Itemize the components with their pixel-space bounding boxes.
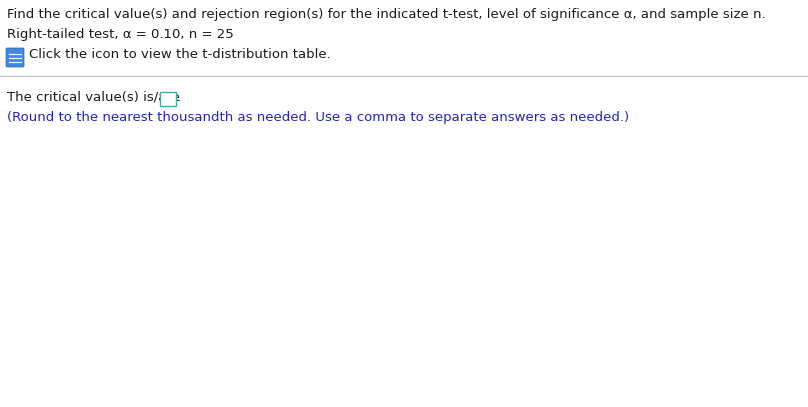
Text: The critical value(s) is/are: The critical value(s) is/are [7,91,180,104]
Text: Right-tailed test, α = 0.10, n = 25: Right-tailed test, α = 0.10, n = 25 [7,28,234,41]
FancyBboxPatch shape [160,92,176,106]
Text: Click the icon to view the t-distribution table.: Click the icon to view the t-distributio… [29,48,330,61]
FancyBboxPatch shape [6,48,24,67]
Text: (Round to the nearest thousandth as needed. Use a comma to separate answers as n: (Round to the nearest thousandth as need… [7,111,629,124]
Text: Find the critical value(s) and rejection region(s) for the indicated t-test, lev: Find the critical value(s) and rejection… [7,8,766,21]
Text: .: . [177,91,181,104]
